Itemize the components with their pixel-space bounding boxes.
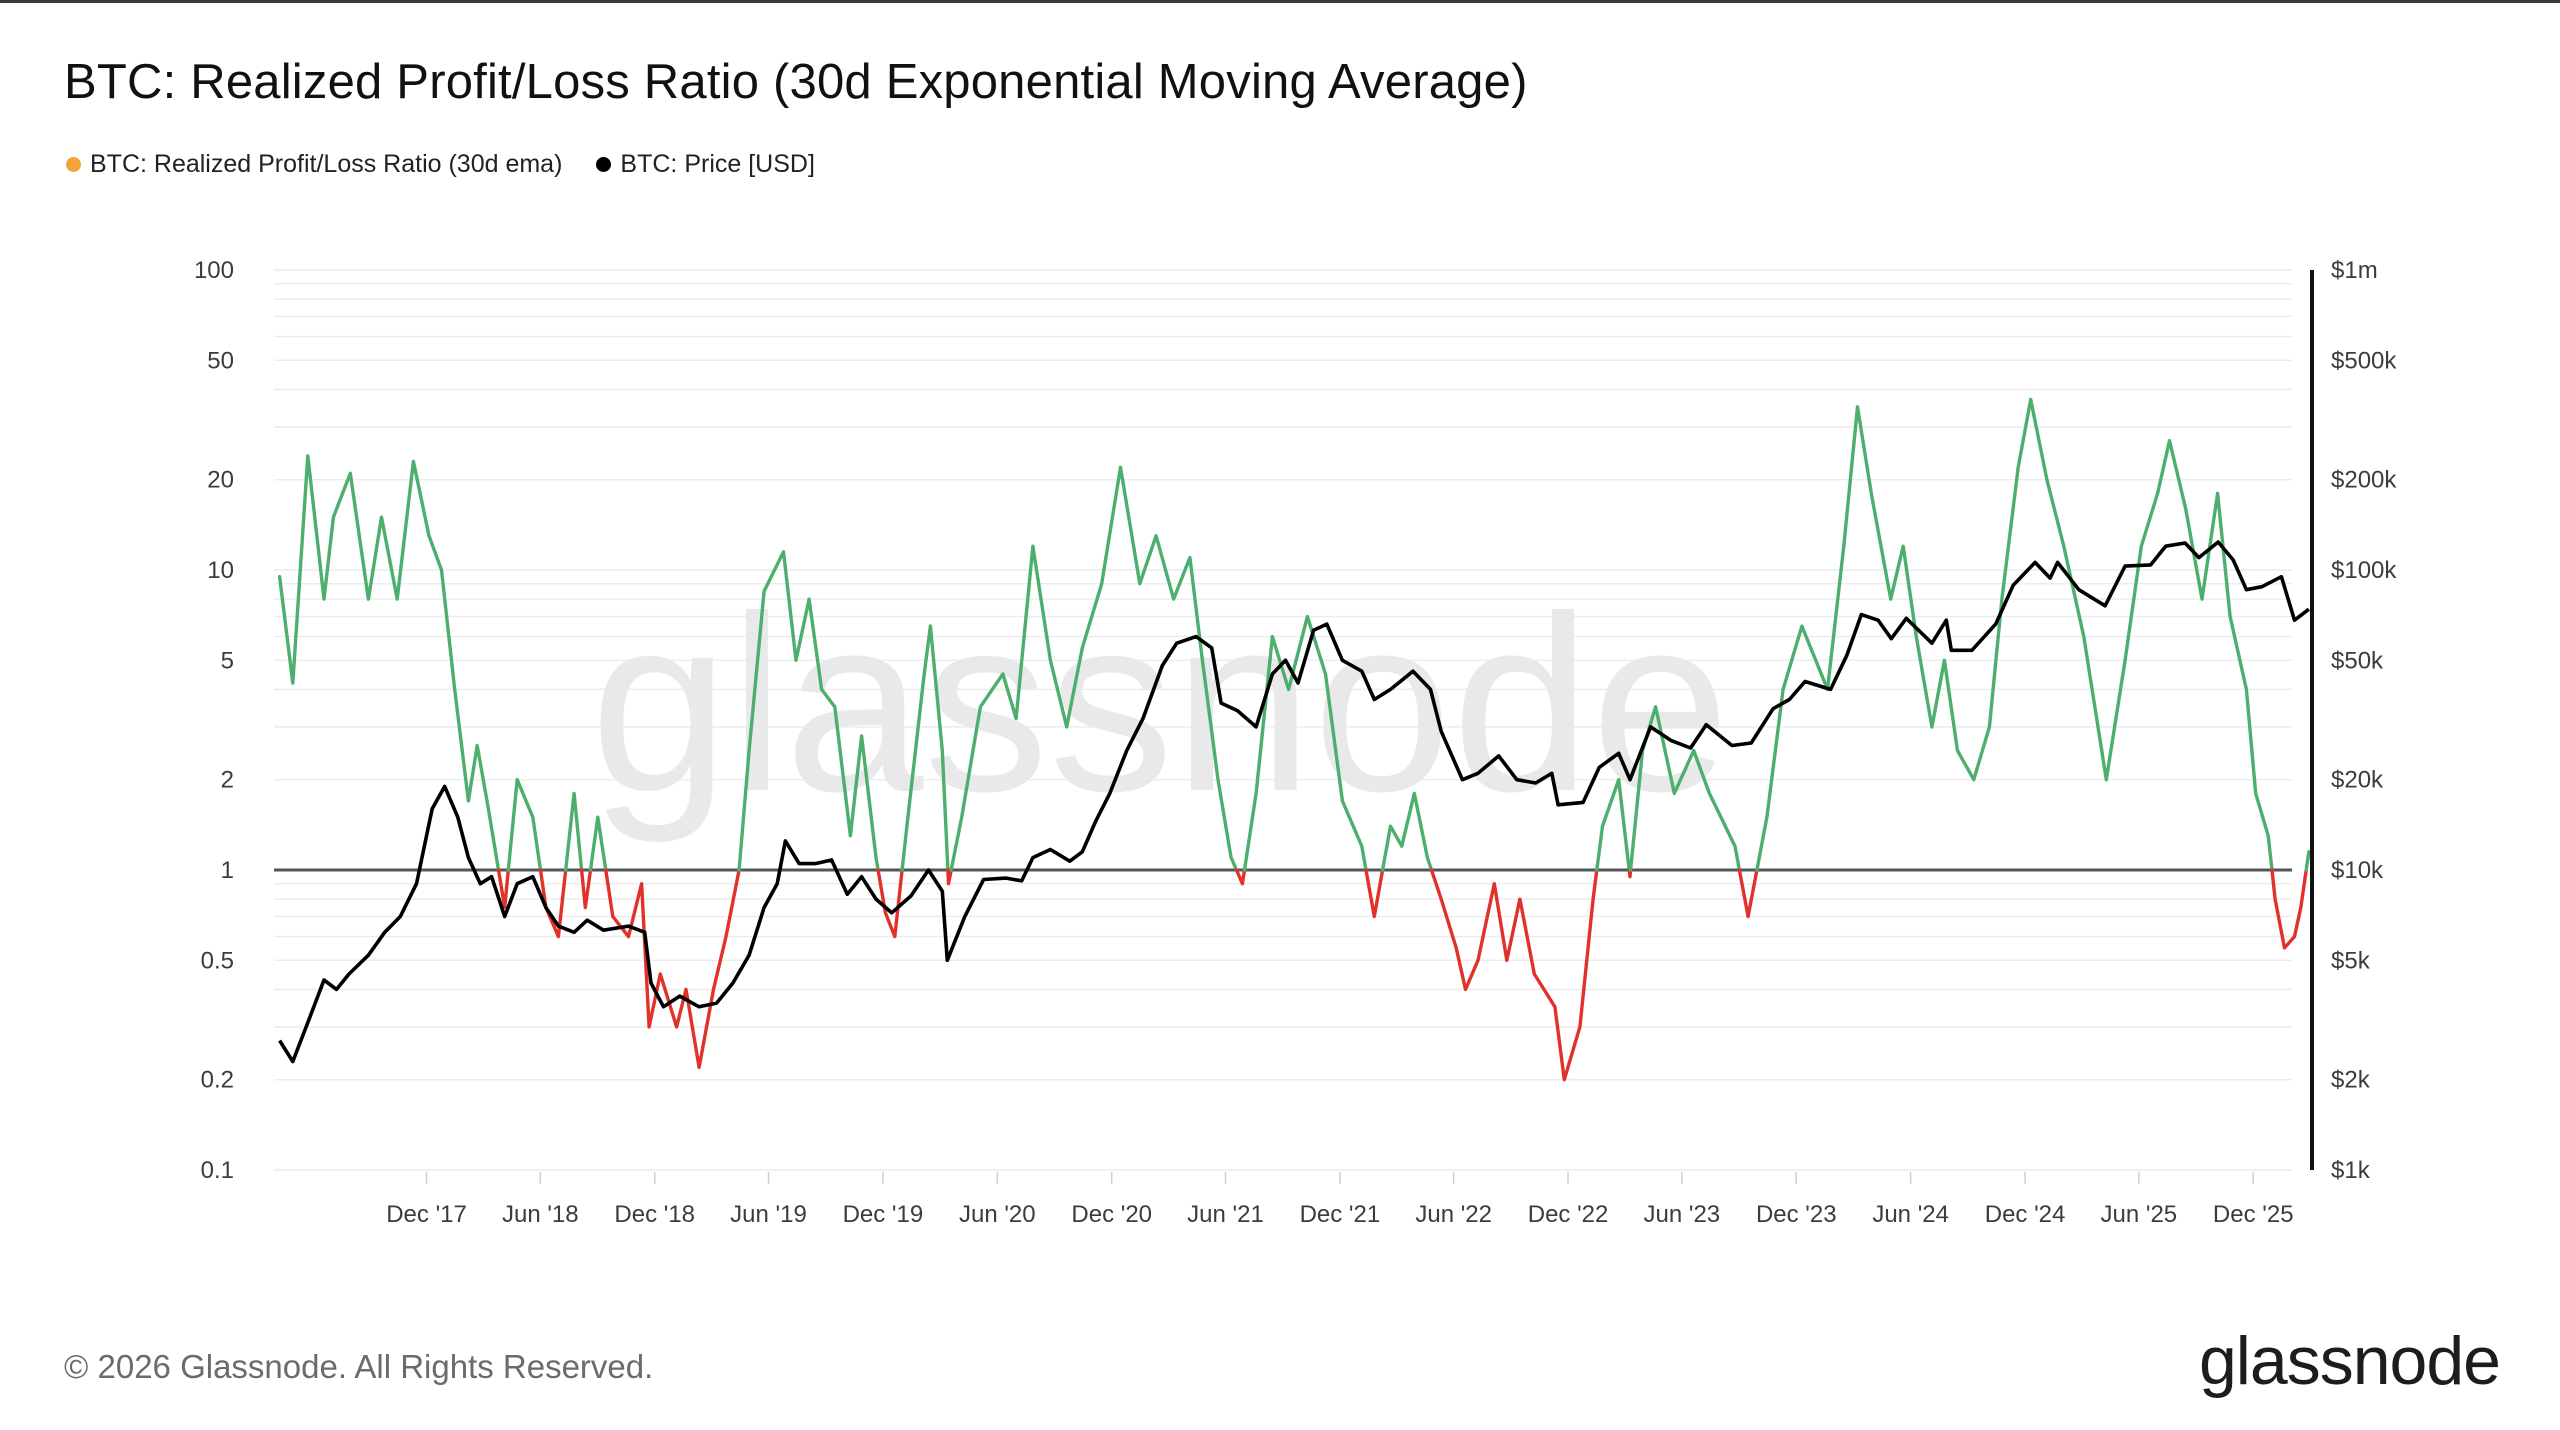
x-tick-label: Dec '17 <box>386 1201 467 1228</box>
x-tick-label: Dec '25 <box>2213 1201 2294 1228</box>
y-right-tick-label: $100k <box>2331 557 2397 584</box>
chart-legend: BTC: Realized Profit/Loss Ratio (30d ema… <box>66 150 849 179</box>
legend-item-ratio[interactable]: BTC: Realized Profit/Loss Ratio (30d ema… <box>66 150 562 179</box>
ratio-line-below-1 <box>1234 868 1247 886</box>
watermark-text: glassnode <box>590 564 1730 843</box>
x-tick-label: Dec '20 <box>1071 1201 1152 1228</box>
top-border <box>0 0 2560 3</box>
copyright-text: © 2026 Glassnode. All Rights Reserved. <box>64 1348 654 1385</box>
ratio-line-above-1 <box>737 550 880 872</box>
y-right-tick-label: $2k <box>2331 1067 2371 1094</box>
y-left-tick-label: 2 <box>221 767 234 794</box>
y-left-tick-label: 0.5 <box>201 947 234 974</box>
x-tick-label: Jun '19 <box>730 1201 807 1228</box>
x-tick-label: Jun '20 <box>959 1201 1036 1228</box>
ratio-line-below-1 <box>579 868 593 910</box>
y-right-tick-label: $5k <box>2331 947 2371 974</box>
y-right-tick-label: $1k <box>2331 1157 2371 1184</box>
ratio-line-above-1 <box>1755 397 2274 872</box>
ratio-line-below-1 <box>876 868 904 939</box>
x-tick-label: Dec '24 <box>1985 1201 2066 1228</box>
legend-item-price[interactable]: BTC: Price [USD] <box>596 150 815 179</box>
y-right-tick-label: $20k <box>2331 767 2384 794</box>
ratio-line-below-1 <box>538 868 568 939</box>
ratio-line-below-1 <box>1737 868 1759 919</box>
legend-dot-black <box>596 157 612 172</box>
ratio-line-above-1 <box>1595 778 1631 872</box>
glassnode-logo[interactable]: glassnode <box>2198 1323 2501 1399</box>
y-axis-right: $1m $500k $200k $100k $50k $20k $10k $5k $2k $1k <box>2331 257 2397 1184</box>
y-left-tick-label: 20 <box>207 467 234 494</box>
x-tick-label: Jun '22 <box>1415 1201 1492 1228</box>
ratio-line-below-1 <box>1364 868 1385 919</box>
ratio-line-above-1 <box>588 815 608 872</box>
ratio-line-above-1 <box>277 454 501 872</box>
x-tick-label: Dec '22 <box>1528 1201 1609 1228</box>
ratio-line-below-1 <box>1429 868 1599 1082</box>
y-right-tick-label: $1m <box>2331 257 2378 284</box>
ratio-series <box>277 397 2311 1082</box>
x-tick-label: Dec '21 <box>1300 1201 1381 1228</box>
y-left-tick-label: 0.2 <box>201 1067 234 1094</box>
y-left-tick-label: 0.1 <box>201 1157 234 1184</box>
x-tick-label: Jun '21 <box>1187 1201 1264 1228</box>
ratio-line-below-1 <box>604 868 741 1069</box>
ratio-line-above-1 <box>900 624 950 872</box>
ratio-line-below-1 <box>1627 868 1633 879</box>
price-series-line <box>278 540 2310 1064</box>
x-axis: Dec '17 Jun '18 Dec '18 Jun '19 Dec '19 Jun '… <box>386 1172 2294 1228</box>
ratio-line-above-1 <box>1242 614 1368 872</box>
legend-label-ratio: BTC: Realized Profit/Loss Ratio (30d ema… <box>90 150 563 178</box>
x-tick-label: Jun '18 <box>502 1201 579 1228</box>
y-left-tick-label: 50 <box>207 347 234 374</box>
ratio-line-above-1 <box>1380 791 1434 872</box>
ratio-line-above-1 <box>506 778 543 872</box>
ratio-line-above-1 <box>2304 850 2311 872</box>
y-left-tick-label: 1 <box>221 857 234 884</box>
y-right-tick-label: $200k <box>2331 467 2397 494</box>
ratio-line-below-1 <box>496 868 510 910</box>
y-left-tick-label: 5 <box>221 647 234 674</box>
x-tick-label: Jun '25 <box>2101 1201 2178 1228</box>
legend-label-price: BTC: Price [USD] <box>620 150 815 178</box>
x-tick-label: Dec '19 <box>843 1201 924 1228</box>
y-right-tick-label: $10k <box>2331 857 2384 884</box>
y-left-tick-label: 10 <box>207 557 234 584</box>
legend-dot-orange <box>66 157 81 172</box>
chart-title: BTC: Realized Profit/Loss Ratio (30d Exp… <box>64 55 1528 109</box>
x-tick-label: Jun '24 <box>1872 1201 1949 1228</box>
x-tick-label: Jun '23 <box>1644 1201 1721 1228</box>
ratio-line-above-1 <box>564 791 584 872</box>
y-right-tick-label: $50k <box>2331 647 2384 674</box>
ratio-line-below-1 <box>946 868 953 886</box>
ratio-line-below-1 <box>2270 868 2308 950</box>
y-left-tick-label: 100 <box>194 257 234 284</box>
y-right-tick-label: $500k <box>2331 347 2397 374</box>
x-tick-label: Dec '23 <box>1756 1201 1837 1228</box>
y-axis-left: 100 50 20 10 5 2 1 0.5 0.2 0.1 <box>194 257 234 1184</box>
ratio-line-above-1 <box>949 465 1239 872</box>
x-tick-label: Dec '18 <box>614 1201 695 1228</box>
